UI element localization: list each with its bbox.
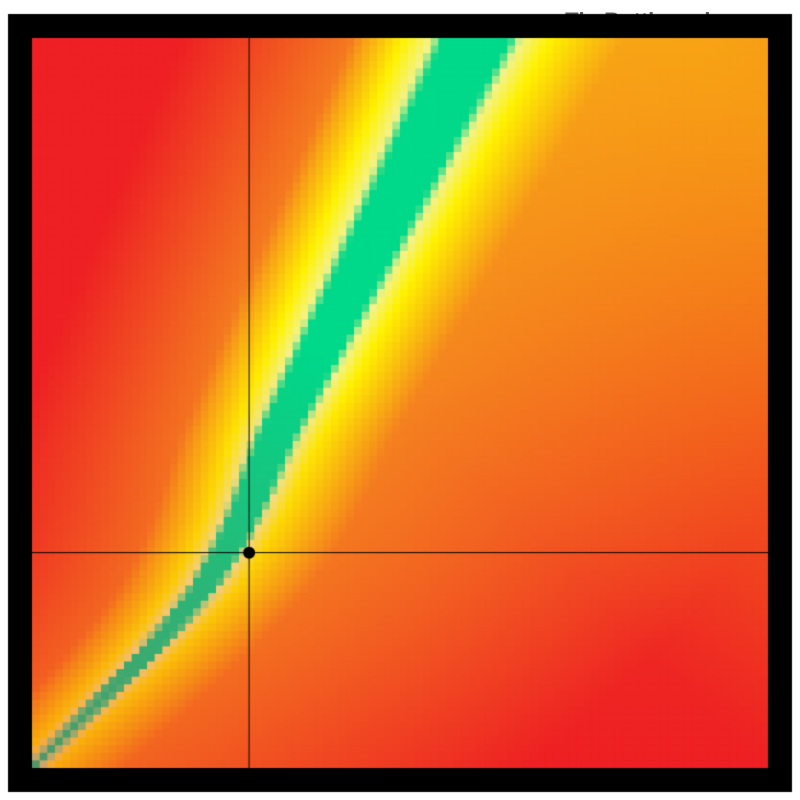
heatmap-canvas xyxy=(0,0,800,800)
chart-container: TheBottleneck.com xyxy=(0,0,800,800)
